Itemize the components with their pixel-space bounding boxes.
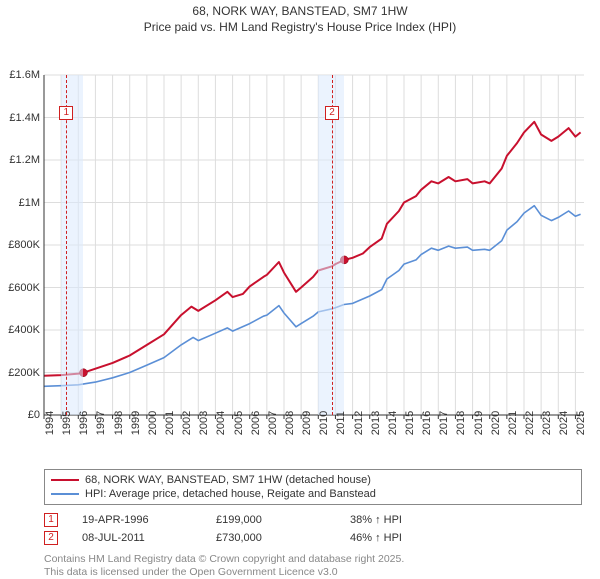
y-tick-label: £1.6M — [0, 69, 40, 81]
y-tick-label: £600K — [0, 282, 40, 294]
x-tick-label: 2007 — [267, 411, 279, 435]
x-tick-label: 1996 — [78, 411, 90, 435]
sale-price: £730,000 — [216, 532, 326, 544]
attribution-line2: This data is licensed under the Open Gov… — [44, 566, 582, 579]
sale-date: 08-JUL-2011 — [82, 532, 192, 544]
x-tick-label: 1998 — [113, 411, 125, 435]
title-line1: 68, NORK WAY, BANSTEAD, SM7 1HW — [0, 4, 600, 20]
legend-row-1: 68, NORK WAY, BANSTEAD, SM7 1HW (detache… — [51, 473, 575, 487]
x-tick-label: 2002 — [181, 411, 193, 435]
x-tick-label: 2015 — [404, 411, 416, 435]
sales-table: 1 19-APR-1996 £199,000 38% ↑ HPI 2 08-JUL-201… — [44, 511, 582, 547]
x-tick-label: 2004 — [215, 411, 227, 435]
x-tick-label: 2001 — [164, 411, 176, 435]
legend: 68, NORK WAY, BANSTEAD, SM7 1HW (detache… — [44, 469, 582, 505]
sale-marker: 2 — [44, 531, 58, 545]
x-tick-label: 2008 — [284, 411, 296, 435]
x-tick-label: 2012 — [353, 411, 365, 435]
chart-area: £0 £200K £400K £600K £800K £1M £1.2M £1.4M £1.6M… — [0, 35, 600, 465]
marker-line — [66, 75, 67, 415]
legend-label-1: 68, NORK WAY, BANSTEAD, SM7 1HW (detache… — [85, 474, 371, 486]
x-tick-label: 2014 — [387, 411, 399, 435]
attribution: Contains HM Land Registry data © Crown c… — [44, 553, 582, 579]
chart-svg — [0, 35, 600, 465]
y-tick-label: £800K — [0, 239, 40, 251]
x-tick-label: 2010 — [318, 411, 330, 435]
title-line2: Price paid vs. HM Land Registry's House … — [0, 20, 600, 36]
x-tick-label: 2000 — [147, 411, 159, 435]
x-tick-label: 2006 — [250, 411, 262, 435]
marker-box: 2 — [325, 106, 339, 120]
y-tick-label: £400K — [0, 324, 40, 336]
x-tick-label: 1997 — [95, 411, 107, 435]
x-tick-label: 2018 — [455, 411, 467, 435]
sale-marker: 1 — [44, 513, 58, 527]
x-tick-label: 2019 — [473, 411, 485, 435]
sale-price: £199,000 — [216, 514, 326, 526]
legend-row-2: HPI: Average price, detached house, Reig… — [51, 487, 575, 501]
x-tick-label: 2016 — [421, 411, 433, 435]
y-tick-label: £1.4M — [0, 112, 40, 124]
x-tick-label: 2009 — [301, 411, 313, 435]
sale-delta: 38% ↑ HPI — [350, 514, 460, 526]
y-tick-label: £1.2M — [0, 154, 40, 166]
x-tick-label: 2005 — [233, 411, 245, 435]
x-tick-label: 2013 — [370, 411, 382, 435]
marker-line — [332, 75, 333, 415]
shaded-band — [61, 75, 83, 415]
y-tick-label: £1M — [0, 197, 40, 209]
x-tick-label: 2022 — [524, 411, 536, 435]
sales-row: 1 19-APR-1996 £199,000 38% ↑ HPI — [44, 511, 582, 529]
x-tick-label: 2011 — [335, 411, 347, 435]
x-tick-label: 1999 — [130, 411, 142, 435]
x-tick-label: 2024 — [558, 411, 570, 435]
x-tick-label: 2003 — [198, 411, 210, 435]
legend-label-2: HPI: Average price, detached house, Reig… — [85, 488, 376, 500]
sale-date: 19-APR-1996 — [82, 514, 192, 526]
x-tick-label: 2025 — [575, 411, 587, 435]
x-tick-label: 1994 — [44, 411, 56, 435]
x-tick-label: 2017 — [438, 411, 450, 435]
chart-title: 68, NORK WAY, BANSTEAD, SM7 1HW Price pa… — [0, 0, 600, 35]
legend-swatch-1 — [51, 479, 79, 481]
x-tick-label: 2021 — [507, 411, 519, 435]
x-tick-label: 2023 — [541, 411, 553, 435]
y-tick-label: £0 — [0, 409, 40, 421]
legend-swatch-2 — [51, 493, 79, 495]
sales-row: 2 08-JUL-2011 £730,000 46% ↑ HPI — [44, 529, 582, 547]
marker-box: 1 — [59, 106, 73, 120]
sale-delta: 46% ↑ HPI — [350, 532, 460, 544]
x-tick-label: 2020 — [490, 411, 502, 435]
y-tick-label: £200K — [0, 367, 40, 379]
